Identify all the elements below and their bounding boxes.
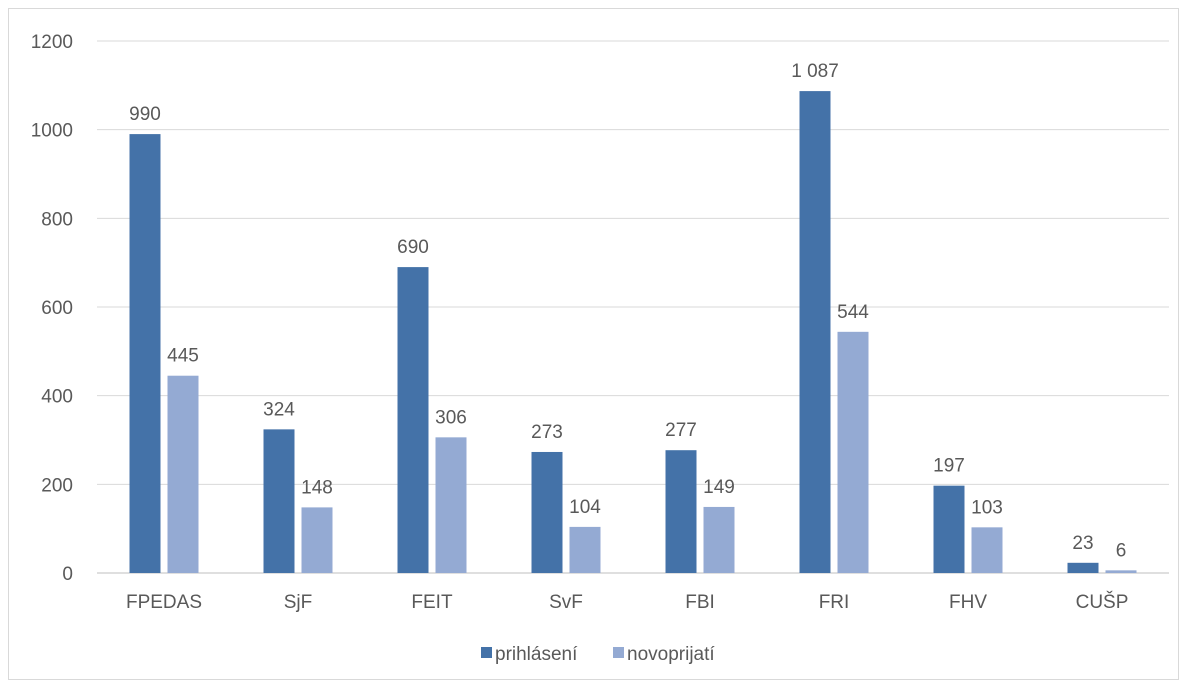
bar-novoprijati <box>704 507 735 573</box>
data-label: 103 <box>971 497 1003 518</box>
bar-novoprijati <box>436 437 467 573</box>
category-label: SjF <box>284 592 313 613</box>
data-label: 544 <box>837 302 869 323</box>
data-label: 148 <box>301 477 333 498</box>
data-label: 277 <box>665 420 697 441</box>
y-tick-label: 1200 <box>31 32 73 53</box>
bar-novoprijati <box>1106 570 1137 573</box>
category-label: FPEDAS <box>126 592 202 613</box>
legend-label: novoprijatí <box>627 644 715 665</box>
data-label: 306 <box>435 407 467 428</box>
bar-novoprijati <box>570 527 601 573</box>
data-label: 23 <box>1072 533 1093 554</box>
bar-prihlaseni <box>934 486 965 573</box>
bar-prihlaseni <box>264 429 295 573</box>
bar-prihlaseni <box>1068 563 1099 573</box>
data-label: 149 <box>703 477 735 498</box>
bar-novoprijati <box>972 527 1003 573</box>
bar-novoprijati <box>302 507 333 573</box>
data-label: 197 <box>933 456 965 477</box>
bar-prihlaseni <box>130 134 161 573</box>
y-tick-label: 800 <box>41 209 73 230</box>
data-label: 445 <box>167 346 199 367</box>
legend-swatch <box>613 647 624 658</box>
y-tick-label: 0 <box>62 564 73 585</box>
category-label: FEIT <box>411 592 453 613</box>
y-tick-label: 1000 <box>31 121 73 142</box>
legend-swatch <box>481 647 492 658</box>
bar-prihlaseni <box>800 91 831 573</box>
category-label: FHV <box>949 592 987 613</box>
legend: prihlásení novoprijatí <box>481 644 715 665</box>
bar-prihlaseni <box>532 452 563 573</box>
category-label: FBI <box>685 592 715 613</box>
chart-container: 0 200 400 600 800 1000 1200 990 445 324 148 690 306… <box>8 8 1179 680</box>
data-label: 690 <box>397 237 429 258</box>
data-label: 104 <box>569 497 601 518</box>
bar-chart: 0 200 400 600 800 1000 1200 990 445 324 148 690 306… <box>9 9 1180 681</box>
bar-prihlaseni <box>398 267 429 573</box>
data-label: 324 <box>263 399 295 420</box>
category-label: SvF <box>549 592 583 613</box>
y-tick-label: 200 <box>41 475 73 496</box>
bar-novoprijati <box>838 332 869 573</box>
y-tick-label: 400 <box>41 387 73 408</box>
y-axis-ticks: 0 200 400 600 800 1000 1200 <box>31 32 73 585</box>
x-axis-categories: FPEDAS SjF FEIT SvF FBI FRI FHV CUŠP <box>126 591 1128 613</box>
legend-label: prihlásení <box>495 644 578 665</box>
category-label: FRI <box>819 592 850 613</box>
data-label: 6 <box>1116 540 1127 561</box>
bar-prihlaseni <box>666 450 697 573</box>
gridlines <box>97 41 1169 573</box>
bar-novoprijati <box>168 376 199 573</box>
y-tick-label: 600 <box>41 298 73 319</box>
data-label: 990 <box>129 104 161 125</box>
data-label: 1 087 <box>791 61 839 82</box>
category-label: CUŠP <box>1076 591 1129 613</box>
data-label: 273 <box>531 422 563 443</box>
